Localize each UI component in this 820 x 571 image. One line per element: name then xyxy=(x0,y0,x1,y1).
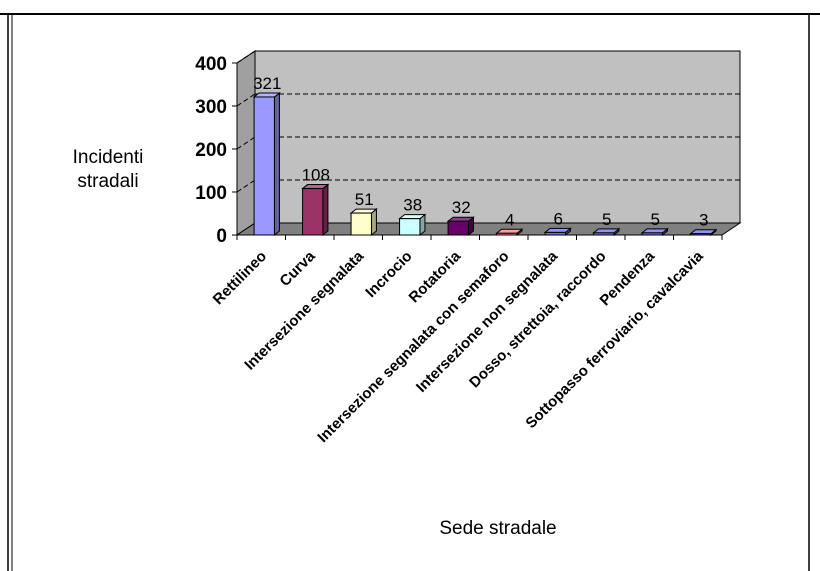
data-label: 51 xyxy=(355,190,374,209)
bar-front xyxy=(447,220,469,236)
bar-top xyxy=(592,228,621,234)
bar-top xyxy=(543,227,572,233)
bar-front xyxy=(641,232,663,236)
bar-side xyxy=(322,183,329,237)
bar xyxy=(495,228,524,237)
data-label: 4 xyxy=(505,210,514,229)
bar-top xyxy=(301,184,330,190)
bar-front xyxy=(302,188,324,236)
bar-front xyxy=(496,232,518,236)
data-label: 108 xyxy=(302,166,330,185)
data-label: 32 xyxy=(452,198,471,217)
y-axis-title-line1: Incidenti xyxy=(73,147,144,168)
data-label: 321 xyxy=(253,74,281,93)
bar-top xyxy=(252,92,281,98)
bar xyxy=(592,227,621,237)
bar-top xyxy=(689,229,718,235)
bar-front xyxy=(544,231,566,236)
data-label: 5 xyxy=(651,210,660,229)
data-label: 6 xyxy=(554,209,563,228)
bar-front xyxy=(690,233,712,236)
y-tick-label: 0 xyxy=(216,226,227,247)
bar-top xyxy=(495,228,524,234)
data-label: 5 xyxy=(602,210,611,229)
y-tick-label: 100 xyxy=(195,183,227,204)
bar-top xyxy=(398,214,427,220)
category-label: Sottopasso ferroviario, cavalcavia xyxy=(522,247,707,432)
data-label: 3 xyxy=(699,211,708,230)
bar xyxy=(301,183,330,237)
bar-front xyxy=(253,96,275,236)
bar-top xyxy=(446,216,475,222)
x-axis-title: Sede stradale xyxy=(439,518,556,539)
y-tick-label: 300 xyxy=(195,97,227,118)
bar xyxy=(543,227,572,237)
bar-side xyxy=(273,91,280,237)
bar-top xyxy=(349,208,378,214)
bar xyxy=(640,227,669,237)
y-tick-label: 400 xyxy=(195,54,227,75)
bar xyxy=(252,91,281,237)
gridline-side xyxy=(236,50,256,64)
y-tick-label: 200 xyxy=(195,140,227,161)
gridline-side xyxy=(236,136,256,150)
bar xyxy=(349,208,378,237)
bar-front xyxy=(350,212,372,236)
data-label: 38 xyxy=(403,196,422,215)
category-label: Rettilineo xyxy=(210,248,270,308)
gridline-side xyxy=(236,93,256,107)
bar-front xyxy=(399,218,421,236)
bar-top xyxy=(640,228,669,234)
bar xyxy=(689,228,718,237)
bar-front xyxy=(593,232,615,236)
gridline-side xyxy=(236,179,256,193)
category-label: Curva xyxy=(276,247,319,290)
y-axis-title-line2: stradali xyxy=(77,171,138,192)
bar xyxy=(398,213,427,237)
bar xyxy=(446,216,475,237)
